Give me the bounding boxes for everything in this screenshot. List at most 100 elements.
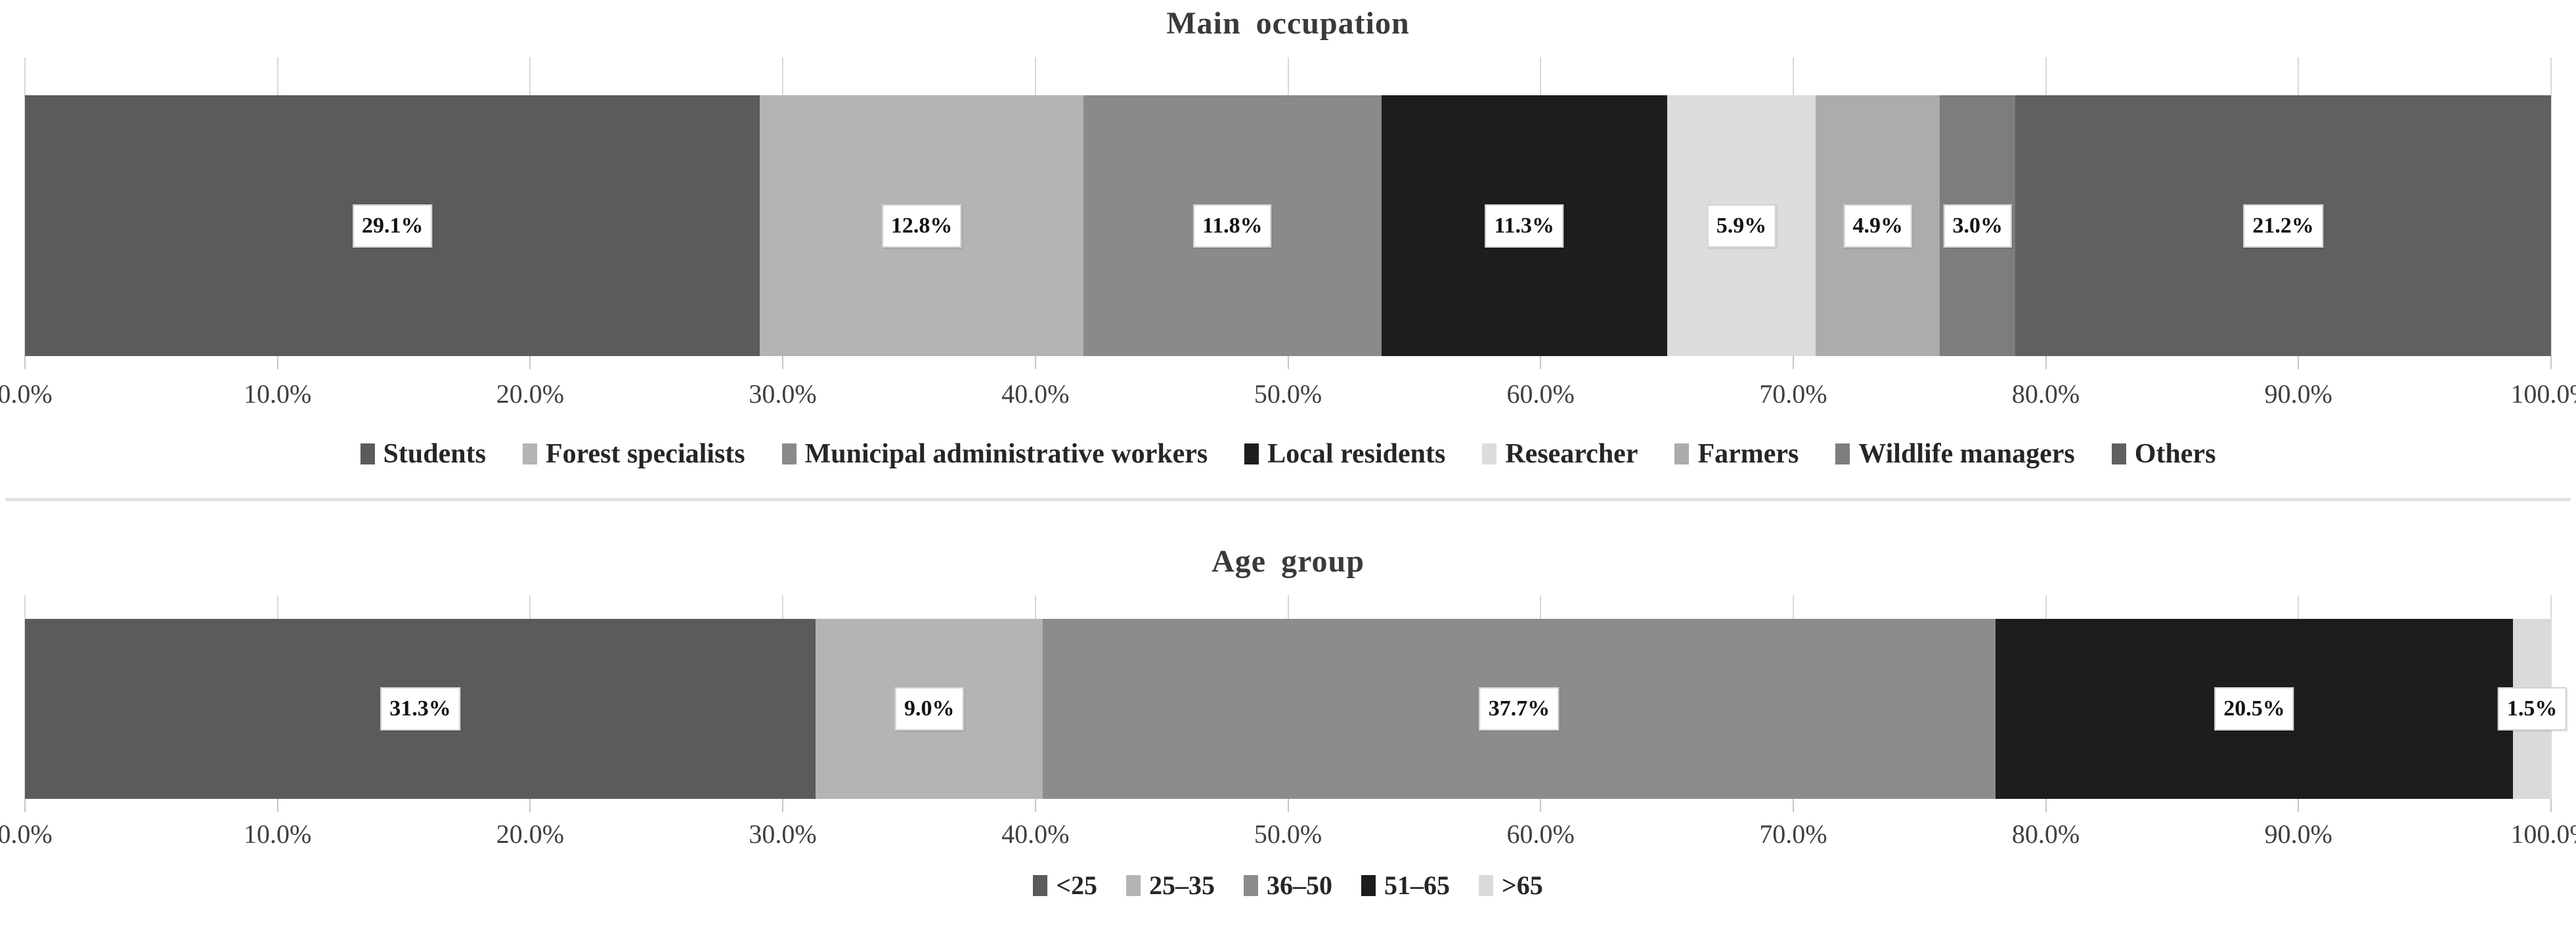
bar-segment-25: 31.3%	[25, 619, 816, 799]
x-tick-label: 90.0%	[2264, 819, 2332, 849]
x-tick-label: 10.0%	[244, 819, 312, 849]
tick-mark	[2045, 356, 2047, 369]
tick-mark	[1034, 356, 1036, 369]
chart-title: Age group	[1212, 544, 1364, 579]
bar-segment-students: 29.1%	[25, 95, 760, 356]
tick-mark	[1792, 799, 1794, 812]
x-tick-label: 20.0%	[496, 379, 565, 409]
gridline	[2550, 57, 2552, 356]
plot-area: 31.3% 9.0% 37.7% 20.5% 1.5%	[24, 595, 2567, 799]
data-label: 1.5%	[2497, 687, 2567, 731]
legend: Students Forest specialists Municipal admi…	[0, 440, 2576, 468]
x-tick-label: 100.0%	[2510, 819, 2576, 849]
legend-swatch	[1835, 443, 1850, 464]
data-label: 3.0%	[1943, 204, 2012, 248]
legend-swatch	[781, 443, 797, 464]
bar-segment-25-35: 9.0%	[816, 619, 1043, 799]
x-axis-labels: 0.0% 10.0% 20.0% 30.0% 40.0% 50.0% 60.0% 70.0% 8…	[0, 819, 2576, 850]
x-tick-label: 0.0%	[0, 819, 53, 849]
legend-swatch	[522, 443, 537, 464]
bar-segment-51-65: 20.5%	[1995, 619, 2514, 799]
data-label: 12.8%	[881, 204, 962, 248]
x-tick-label: 40.0%	[1001, 379, 1070, 409]
legend-label: Farmers	[1697, 439, 1799, 469]
tick-mark	[529, 356, 531, 369]
data-label: 20.5%	[2214, 687, 2294, 731]
legend-swatch	[1479, 875, 1493, 896]
x-tick-label: 70.0%	[1759, 379, 1827, 409]
legend-item-25-35: 25–35	[1126, 872, 1215, 899]
legend-item-forest-specialists: Forest specialists	[522, 440, 745, 468]
tick-mark	[276, 799, 278, 812]
data-label: 11.3%	[1485, 204, 1563, 248]
stacked-bar: 29.1% 12.8% 11.8% 11.3% 5.9% 4.9% 3.0% 21.2%	[25, 95, 2551, 356]
tick-mark	[24, 799, 26, 812]
bar-segment-others: 21.2%	[2015, 95, 2551, 356]
axis-tick-marks	[24, 799, 2552, 813]
legend-swatch	[1244, 443, 1259, 464]
x-tick-label: 70.0%	[1759, 819, 1827, 849]
data-label: 4.9%	[1843, 204, 1912, 248]
data-label: 31.3%	[380, 687, 460, 731]
x-tick-label: 60.0%	[1506, 379, 1575, 409]
tick-mark	[1287, 356, 1289, 369]
legend-swatch	[1674, 443, 1690, 464]
tick-mark	[529, 799, 531, 812]
data-label: 21.2%	[2243, 204, 2323, 248]
stacked-bar: 31.3% 9.0% 37.7% 20.5% 1.5%	[25, 619, 2567, 799]
legend-label: Wildlife managers	[1858, 439, 2075, 469]
legend-label: >65	[1502, 870, 1543, 900]
data-label: 29.1%	[352, 204, 433, 248]
data-label: 5.9%	[1707, 204, 1776, 248]
legend-item-municipal-administrative-workers: Municipal administrative workers	[781, 439, 1208, 469]
bar-segment-wildlife-managers: 3.0%	[1939, 95, 2016, 356]
bar-segment-36-50: 37.7%	[1043, 619, 1996, 799]
legend-item-researcher: Researcher	[1482, 440, 1638, 468]
legend-item-25: <25	[1033, 872, 1097, 899]
data-label: 37.7%	[1479, 687, 1560, 731]
x-tick-label: 50.0%	[1254, 819, 1322, 849]
legend-swatch	[1033, 875, 1048, 896]
tick-mark	[2550, 356, 2552, 369]
legend-item-65: >65	[1479, 872, 1543, 899]
x-tick-label: 30.0%	[749, 819, 817, 849]
legend-swatch	[1244, 875, 1258, 896]
legend-swatch	[360, 443, 375, 464]
x-tick-label: 100.0%	[2510, 379, 2576, 409]
x-axis-labels: 0.0% 10.0% 20.0% 30.0% 40.0% 50.0% 60.0% 70.0% 8…	[0, 379, 2576, 410]
legend-label: Researcher	[1505, 439, 1638, 469]
legend-label: <25	[1056, 870, 1097, 900]
tick-mark	[276, 356, 278, 369]
x-tick-label: 10.0%	[244, 379, 312, 409]
legend-item-others: Others	[2111, 440, 2216, 468]
x-tick-label: 0.0%	[0, 379, 53, 409]
legend-item-wildlife-managers: Wildlife managers	[1835, 439, 2075, 469]
x-tick-label: 60.0%	[1506, 819, 1575, 849]
bar-segment-farmers: 4.9%	[1816, 95, 1940, 356]
legend-swatch	[2111, 443, 2126, 464]
chart-age-group: Age group 31.3% 9.0% 37.7% 20.5% 1.5% 0.0% 10…	[0, 543, 2576, 899]
bar-segment-researcher: 5.9%	[1667, 95, 1816, 356]
legend-item-farmers: Farmers	[1674, 440, 1799, 468]
tick-mark	[782, 799, 784, 812]
panel-divider	[5, 498, 2571, 501]
axis-tick-marks	[24, 356, 2552, 371]
tick-mark	[1034, 799, 1036, 812]
tick-mark	[2045, 799, 2047, 812]
tick-mark	[24, 356, 26, 369]
legend-label: Municipal administrative workers	[804, 439, 1208, 469]
legend-label: Local residents	[1267, 439, 1446, 469]
plot-area: 29.1% 12.8% 11.8% 11.3% 5.9% 4.9% 3.0% 21.2%	[24, 57, 2552, 356]
legend-label: 25–35	[1149, 870, 1215, 900]
tick-mark	[2298, 356, 2300, 369]
x-tick-label: 50.0%	[1254, 379, 1322, 409]
legend-item-36-50: 36–50	[1244, 872, 1332, 899]
tick-mark	[1540, 799, 1542, 812]
legend-item-51-65: 51–65	[1361, 872, 1450, 899]
x-tick-label: 90.0%	[2264, 379, 2332, 409]
bar-segment-local-residents: 11.3%	[1381, 95, 1667, 356]
legend-swatch	[1361, 875, 1376, 896]
tick-mark	[1540, 356, 1542, 369]
data-label: 11.8%	[1193, 204, 1272, 248]
